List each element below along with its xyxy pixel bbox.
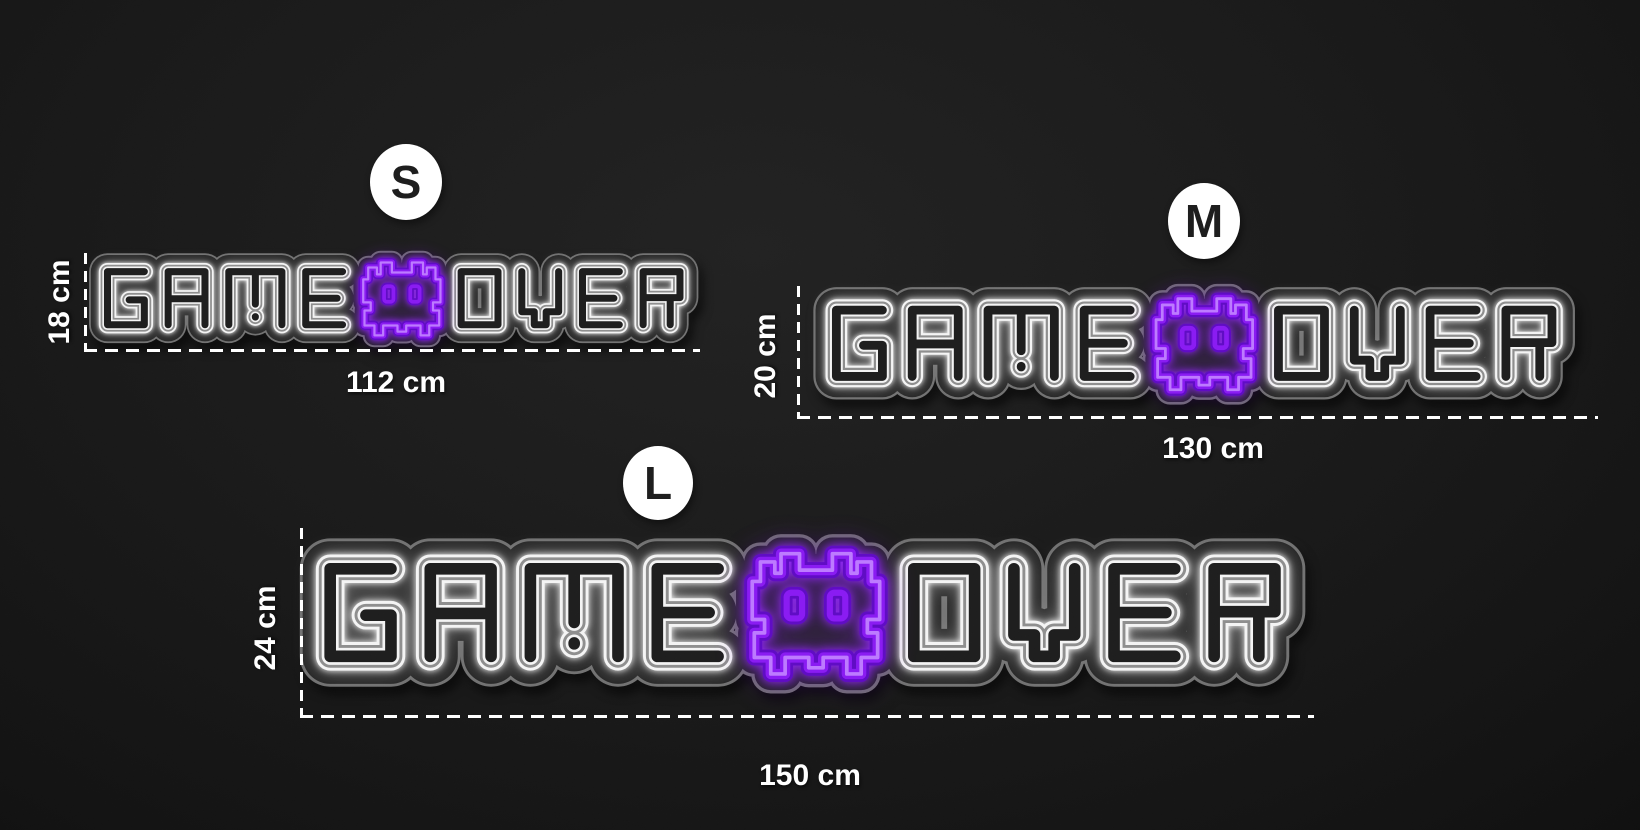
width-dimension-line-s [84, 349, 700, 352]
height-label-m: 20 cm [749, 313, 782, 399]
neon-sign-s-text: GAME OVER [0, 0, 1, 1]
width-label-s: 112 cm [345, 366, 447, 399]
size-badge-s: S [370, 144, 442, 220]
size-badge-l: L [623, 446, 693, 520]
size-badge-s-label: S [390, 156, 422, 208]
neon-sign-m-text: GAME OVER [0, 0, 1, 1]
width-label-l: 150 cm [759, 759, 861, 792]
height-dimension-line-m [797, 286, 800, 417]
height-label-l: 24 cm [249, 585, 282, 671]
size-badge-l-label: L [643, 457, 673, 509]
width-label-m: 130 cm [1162, 432, 1264, 465]
neon-sign-size-s [88, 250, 700, 348]
size-badge-m-label: M [1184, 195, 1224, 247]
width-dimension-line-m [797, 416, 1598, 419]
width-dimension-line-l [300, 715, 1314, 718]
neon-sign-size-m [812, 283, 1577, 405]
height-dimension-line-l [300, 528, 303, 718]
neon-sign-size-l [298, 533, 1308, 694]
height-dimension-line-s [84, 253, 87, 350]
neon-sign-l-text: GAME OVER [0, 0, 1, 1]
height-label-s: 18 cm [43, 259, 76, 345]
size-badge-m: M [1168, 183, 1240, 259]
